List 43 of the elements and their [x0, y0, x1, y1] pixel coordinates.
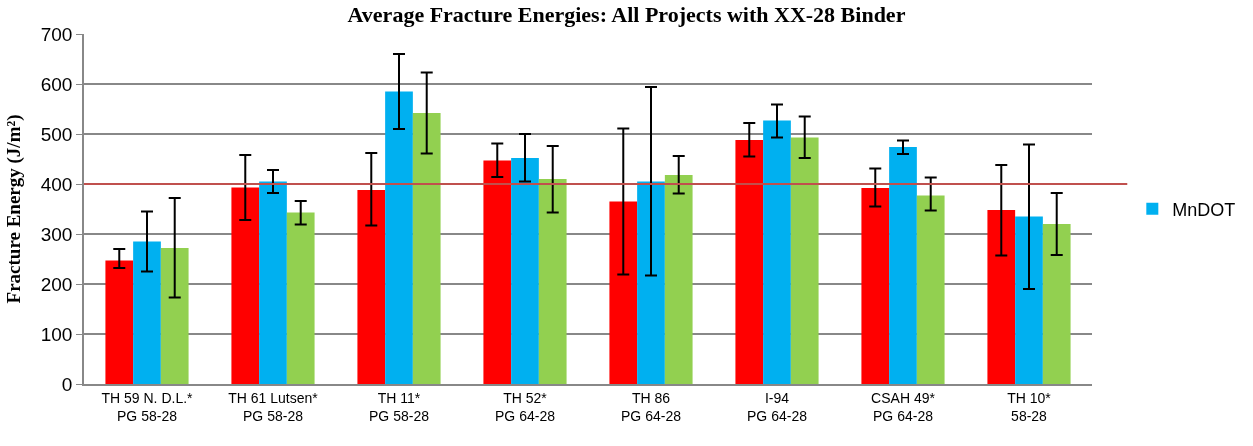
bar	[861, 188, 890, 384]
bar	[538, 179, 567, 384]
bar	[1042, 224, 1071, 384]
bar	[160, 248, 189, 384]
bar	[889, 147, 917, 384]
x-tick-label: TH 59 N. D.L.* PG 58-28	[101, 389, 194, 424]
bar	[609, 201, 638, 384]
bar	[735, 140, 764, 384]
bar	[790, 137, 819, 384]
x-tick-label: TH 61 Lutsen* PG 58-28	[228, 389, 319, 424]
bar	[105, 260, 134, 384]
y-tick-label: 0	[61, 373, 73, 395]
bar	[1015, 216, 1043, 384]
bar	[286, 212, 315, 384]
bar	[385, 91, 413, 384]
x-tick-label: TH 86 PG 64-28	[621, 389, 682, 424]
bar	[357, 190, 386, 384]
bar	[664, 175, 693, 384]
x-tick-label: TH 52* PG 64-28	[495, 389, 556, 424]
y-tick-label: 100	[40, 323, 73, 345]
y-tick-label: 700	[40, 23, 73, 45]
x-tick-label: CSAH 49* PG 64-28	[871, 389, 936, 424]
bar	[637, 181, 665, 384]
x-tick-label: TH 11* PG 58-28	[369, 389, 430, 424]
bar	[987, 210, 1016, 384]
y-tick-label: 500	[40, 123, 73, 145]
bar	[483, 160, 512, 384]
y-tick-label: 600	[40, 73, 73, 95]
legend-label: MnDOT	[1172, 199, 1236, 220]
x-tick-label: TH 10* 58-28	[1007, 389, 1052, 424]
bar	[231, 187, 260, 384]
y-axis-title: Fracture Energy (J/m²)	[3, 114, 26, 304]
bar	[259, 181, 287, 384]
y-tick-label: 300	[40, 223, 73, 245]
bar	[412, 113, 441, 384]
bar	[763, 120, 791, 384]
x-tick-label: I-94 PG 64-28	[747, 389, 808, 424]
chart-title: Average Fracture Energies: All Projects with XX-28 Binder	[347, 2, 906, 28]
bar	[133, 241, 161, 384]
bar	[916, 195, 945, 384]
y-tick-label: 400	[40, 173, 73, 195]
bar	[511, 158, 539, 384]
y-tick-label: 200	[40, 273, 73, 295]
